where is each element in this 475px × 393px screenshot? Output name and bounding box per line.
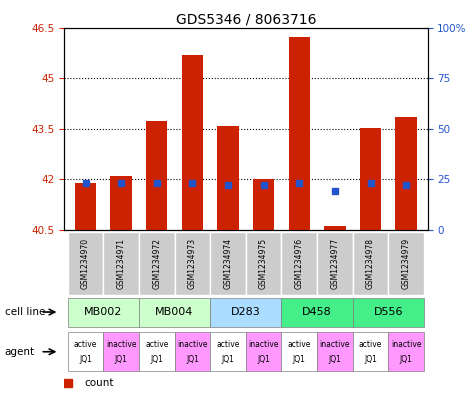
- Bar: [360, 128, 381, 230]
- Bar: [281, 332, 317, 371]
- Text: agent: agent: [5, 347, 35, 357]
- Text: D556: D556: [373, 307, 403, 317]
- Bar: [352, 298, 424, 327]
- Bar: [396, 117, 417, 230]
- Text: JQ1: JQ1: [150, 355, 163, 364]
- Title: GDS5346 / 8063716: GDS5346 / 8063716: [176, 12, 316, 26]
- Text: MB004: MB004: [155, 307, 194, 317]
- Text: GSM1234979: GSM1234979: [402, 238, 410, 289]
- Text: inactive: inactive: [391, 340, 421, 349]
- Bar: [67, 332, 104, 371]
- Text: inactive: inactive: [177, 340, 208, 349]
- Text: D283: D283: [231, 307, 261, 317]
- Bar: [389, 232, 424, 295]
- Text: cell line: cell line: [5, 307, 45, 317]
- Text: JQ1: JQ1: [114, 355, 128, 364]
- Text: GSM1234976: GSM1234976: [295, 238, 304, 289]
- Text: GSM1234974: GSM1234974: [224, 238, 232, 289]
- Bar: [182, 55, 203, 230]
- Text: inactive: inactive: [106, 340, 136, 349]
- Text: active: active: [74, 340, 97, 349]
- Bar: [210, 298, 282, 327]
- Bar: [139, 332, 175, 371]
- Bar: [146, 121, 167, 230]
- Bar: [67, 232, 104, 295]
- Bar: [389, 332, 424, 371]
- Bar: [175, 332, 210, 371]
- Text: GSM1234977: GSM1234977: [331, 238, 339, 289]
- Text: JQ1: JQ1: [364, 355, 377, 364]
- Bar: [317, 232, 352, 295]
- Text: JQ1: JQ1: [79, 355, 92, 364]
- Text: active: active: [287, 340, 311, 349]
- Bar: [139, 298, 210, 327]
- Text: GSM1234970: GSM1234970: [81, 238, 90, 289]
- Bar: [175, 232, 210, 295]
- Bar: [139, 232, 175, 295]
- Bar: [218, 126, 239, 230]
- Text: GSM1234973: GSM1234973: [188, 238, 197, 289]
- Bar: [210, 232, 246, 295]
- Text: JQ1: JQ1: [293, 355, 306, 364]
- Bar: [104, 332, 139, 371]
- Text: MB002: MB002: [84, 307, 123, 317]
- Bar: [281, 232, 317, 295]
- Text: JQ1: JQ1: [328, 355, 342, 364]
- Bar: [210, 332, 246, 371]
- Text: inactive: inactive: [248, 340, 279, 349]
- Bar: [246, 332, 282, 371]
- Text: JQ1: JQ1: [399, 355, 413, 364]
- Bar: [324, 226, 346, 230]
- Text: GSM1234975: GSM1234975: [259, 238, 268, 289]
- Text: active: active: [359, 340, 382, 349]
- Bar: [104, 232, 139, 295]
- Text: JQ1: JQ1: [186, 355, 199, 364]
- Text: GSM1234972: GSM1234972: [152, 238, 161, 289]
- Text: active: active: [216, 340, 240, 349]
- Text: active: active: [145, 340, 169, 349]
- Text: inactive: inactive: [320, 340, 350, 349]
- Bar: [317, 332, 352, 371]
- Bar: [253, 179, 275, 230]
- Bar: [352, 332, 389, 371]
- Text: GSM1234978: GSM1234978: [366, 238, 375, 289]
- Bar: [67, 298, 139, 327]
- Text: JQ1: JQ1: [257, 355, 270, 364]
- Text: D458: D458: [302, 307, 332, 317]
- Bar: [110, 176, 132, 230]
- Text: GSM1234971: GSM1234971: [117, 238, 125, 289]
- Bar: [281, 298, 352, 327]
- Text: JQ1: JQ1: [221, 355, 235, 364]
- Bar: [246, 232, 282, 295]
- Bar: [289, 37, 310, 230]
- Bar: [75, 183, 96, 230]
- Bar: [352, 232, 389, 295]
- Text: count: count: [84, 378, 114, 388]
